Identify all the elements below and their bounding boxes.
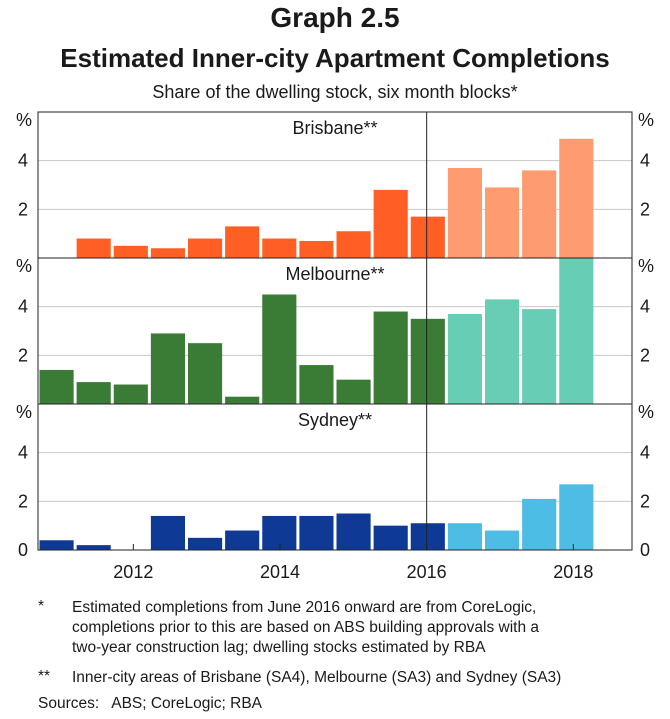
bar-sydney-2015-H2 [410, 523, 445, 550]
y-tick-left-0-1: 4 [18, 151, 28, 171]
bar-brisbane-2015-H1 [373, 189, 408, 258]
bar-sydney-2012-H2 [188, 537, 223, 550]
bar-sydney-2013-H1 [225, 530, 260, 550]
y-tick-left-1-1: 4 [18, 297, 28, 317]
footnote-star-line-1: Estimated completions from June 2016 onw… [72, 599, 537, 616]
bar-sydney-2015-H1 [373, 525, 408, 550]
y-tick-right-1-1: 4 [640, 297, 650, 317]
unit-label-right-0: % [638, 110, 654, 130]
footnote-star-line-3: two-year construction lag; dwelling stoc… [72, 639, 486, 656]
bar-melbourne-2015-H1 [373, 311, 408, 404]
chart: Brisbane**% % 2 2 4 4 Melbourne**% % 2 2 4 4 Sydney*… [16, 110, 654, 582]
bar-melbourne-2012-H1 [150, 333, 185, 404]
bar-sydney-2017-H2 [559, 484, 594, 550]
panel-title-1: Melbourne** [285, 264, 384, 284]
bar-melbourne-2016-H2 [485, 299, 520, 404]
bar-melbourne-2012-H2 [188, 343, 223, 404]
x-tick-label-1: 2014 [260, 562, 300, 582]
y-tick-right-0-1: 4 [640, 151, 650, 171]
chart-frame [37, 111, 633, 551]
bar-melbourne-2011-H2 [113, 384, 148, 404]
unit-label-right-2: % [638, 402, 654, 422]
bar-melbourne-2013-H2 [262, 294, 297, 404]
y-tick-left-2-1: 2 [18, 491, 28, 511]
bar-brisbane-2017-H1 [522, 170, 557, 258]
bar-melbourne-2015-H2 [410, 318, 445, 404]
bar-brisbane-2011-H1 [76, 238, 111, 258]
unit-label-left-2: % [16, 402, 32, 422]
sources-note: Sources: ABS; CoreLogic; RBA [38, 695, 262, 712]
bar-sydney-2013-H2 [262, 515, 297, 550]
bar-sydney-2016-H2 [485, 530, 520, 550]
bar-melbourne-2013-H1 [225, 396, 260, 404]
bar-brisbane-2014-H1 [299, 240, 334, 258]
x-tick-label-3: 2018 [553, 562, 593, 582]
x-tick-label-2: 2016 [407, 562, 447, 582]
bar-brisbane-2014-H2 [336, 231, 371, 258]
y-tick-left-2-2: 4 [18, 443, 28, 463]
bar-brisbane-2016-H2 [485, 187, 520, 258]
bar-brisbane-2016-H1 [447, 167, 482, 258]
unit-label-right-1: % [638, 256, 654, 276]
panel-title-2: Sydney** [298, 410, 372, 430]
bar-melbourne-2014-H1 [299, 365, 334, 404]
bar-melbourne-2017-H1 [522, 309, 557, 404]
bar-brisbane-2011-H2 [113, 245, 148, 258]
panel-title-0: Brisbane** [292, 118, 377, 138]
y-tick-right-2-0: 0 [640, 540, 650, 560]
bar-sydney-2011-H1 [76, 545, 111, 550]
bar-sydney-2012-H1 [150, 515, 185, 550]
bar-melbourne-2011-H1 [76, 382, 111, 404]
bar-sydney-2014-H1 [299, 515, 334, 550]
footnote-double-star-text: Inner-city areas of Brisbane (SA4), Melb… [72, 669, 562, 686]
bar-brisbane-2013-H2 [262, 238, 297, 258]
unit-label-left-0: % [16, 110, 32, 130]
y-tick-left-1-0: 2 [18, 345, 28, 365]
x-tick-label-0: 2012 [113, 562, 153, 582]
bar-sydney-2014-H2 [336, 513, 371, 550]
footnote-star-mark: * [38, 598, 45, 615]
y-tick-right-2-1: 2 [640, 491, 650, 511]
unit-label-left-1: % [16, 256, 32, 276]
y-tick-left-2-0: 0 [18, 540, 28, 560]
bar-sydney-2017-H1 [522, 498, 557, 550]
chart-title: Estimated Inner-city Apartment Completio… [60, 43, 610, 73]
bar-brisbane-2012-H2 [188, 238, 223, 258]
graph-number: Graph 2.5 [270, 2, 400, 33]
footnote-star-line-2: completions prior to this are based on A… [72, 619, 539, 636]
y-tick-right-2-2: 4 [640, 443, 650, 463]
bar-melbourne-2017-H2 [559, 258, 594, 404]
y-tick-right-0-0: 2 [640, 199, 650, 219]
y-tick-left-0-0: 2 [18, 199, 28, 219]
chart-subtitle: Share of the dwelling stock, six month b… [152, 82, 518, 102]
bar-sydney-2016-H1 [447, 523, 482, 550]
bar-melbourne-2016-H1 [447, 313, 482, 404]
bar-sydney-2010-H2 [39, 540, 74, 550]
footnote-double-star-mark: ** [38, 668, 51, 685]
bar-brisbane-2013-H1 [225, 226, 260, 258]
bar-brisbane-2017-H2 [559, 138, 594, 258]
bar-melbourne-2010-H2 [39, 369, 74, 404]
y-tick-right-1-0: 2 [640, 345, 650, 365]
bar-brisbane-2015-H2 [410, 216, 445, 258]
bar-melbourne-2014-H2 [336, 379, 371, 404]
bar-brisbane-2012-H1 [150, 248, 185, 258]
